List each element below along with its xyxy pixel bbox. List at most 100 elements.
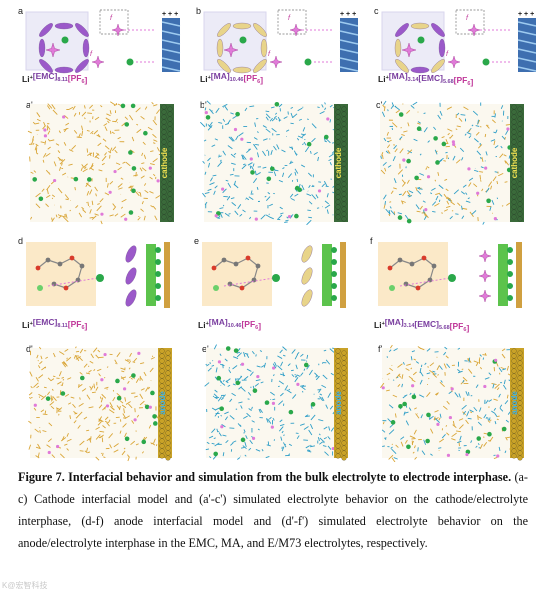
molecule-atom (69, 255, 75, 261)
solvent-bond (448, 390, 453, 395)
solvent-bond (433, 126, 437, 131)
solvent-bond (98, 404, 103, 409)
solvent-molecule (39, 59, 53, 73)
formula-part: 10.46 (230, 77, 244, 83)
solvent-bond (47, 146, 51, 150)
molecule-atom (221, 257, 227, 263)
li-ion (130, 103, 136, 109)
solvent-bond (39, 361, 43, 365)
solvent-bond (482, 221, 485, 225)
electrode-atom (511, 214, 517, 220)
solvent-bond (430, 428, 434, 434)
electrode-atom (341, 126, 347, 132)
solvent-bond (58, 371, 62, 377)
solvent-bond (90, 130, 94, 134)
solvent-bond (107, 120, 110, 124)
li-ion (73, 176, 79, 182)
cathode-charge: + + + (518, 11, 534, 18)
solvent-bond (306, 193, 312, 197)
solvent-bond (83, 416, 88, 420)
solvent-bond (94, 116, 100, 121)
solvent-bond (449, 215, 453, 220)
pf6-anion (33, 403, 37, 407)
formula-part: Li (374, 320, 382, 330)
solvent-bond (80, 167, 83, 171)
solvent-bond (109, 444, 112, 449)
solvent-bond (149, 367, 154, 373)
li-ion (131, 373, 136, 378)
electrode-atom (511, 453, 517, 459)
solvent-bond (481, 188, 484, 192)
solvent-bond (120, 177, 124, 180)
electrode-atom (517, 415, 523, 421)
solvent-bond (503, 379, 506, 385)
solvent-bond (247, 162, 253, 166)
solvent-bond (152, 119, 158, 126)
solvent-bond (51, 197, 54, 200)
solvent-bond (222, 434, 227, 437)
solvent-bond (435, 195, 439, 201)
electrode-atom (341, 191, 347, 197)
solvent-bond (419, 205, 423, 210)
electrode-atom (511, 149, 517, 155)
solvent-bond (310, 423, 314, 430)
electrode-atom (517, 365, 523, 371)
electrode-atom (511, 438, 517, 444)
solvent-bond (87, 201, 89, 207)
solvent-bond (53, 352, 56, 358)
solvent-bond (445, 145, 450, 148)
electrode-atom (517, 355, 523, 361)
electrode-atom (517, 425, 523, 431)
solvent-bond (81, 111, 87, 117)
solvent-bond (381, 111, 385, 117)
solvent-bond (153, 438, 156, 444)
solvent-bond (419, 153, 422, 156)
cathode-line (339, 39, 359, 45)
solvent-bond (256, 186, 259, 190)
solvent-bond (37, 443, 41, 449)
electrode-atom (159, 388, 165, 394)
solvent-bond (406, 190, 411, 197)
solvent-bond (89, 189, 93, 195)
electrode-atom (341, 415, 347, 421)
solvent-bond (439, 413, 442, 418)
electrode-atom (517, 131, 523, 137)
solvent-bond (411, 379, 416, 383)
electrode-atom (511, 129, 517, 135)
electrode-atom (517, 430, 523, 436)
solvent-bond (242, 209, 246, 213)
solvent-bond (282, 372, 285, 377)
li-ion (398, 403, 403, 409)
solvent-bond (78, 383, 83, 388)
solvent-bond (224, 105, 229, 111)
solvent-bond (446, 400, 450, 405)
solvent-bond (32, 142, 35, 145)
solvent-bond (64, 194, 70, 200)
li-deposit (507, 247, 513, 253)
solvent-bond (38, 393, 44, 398)
solvent-bond (432, 373, 437, 378)
solvent-bond (108, 409, 115, 414)
cathode-line (517, 30, 537, 36)
cathode-line (339, 21, 359, 27)
solvent-bond (229, 398, 233, 403)
solvent-bond (150, 442, 153, 445)
solvent-bond (95, 152, 100, 156)
solvent-bond (399, 136, 403, 140)
solvent-bond (441, 434, 446, 439)
solvent-bond (95, 426, 100, 430)
li-ion (390, 420, 396, 425)
electrode-atom (341, 211, 347, 217)
electrode-atom (517, 370, 523, 376)
solvent-bond (468, 135, 472, 139)
solvent-bond (138, 191, 141, 194)
solvent-bond (446, 363, 451, 369)
li-ion (116, 395, 122, 401)
li-ion (416, 126, 422, 132)
solvent-bond (59, 166, 62, 171)
cathode-line (339, 66, 359, 72)
solvent-bond (93, 130, 99, 135)
solvent-bond (81, 125, 84, 131)
electrode-atom (335, 129, 341, 135)
solvent-bond (86, 429, 90, 432)
